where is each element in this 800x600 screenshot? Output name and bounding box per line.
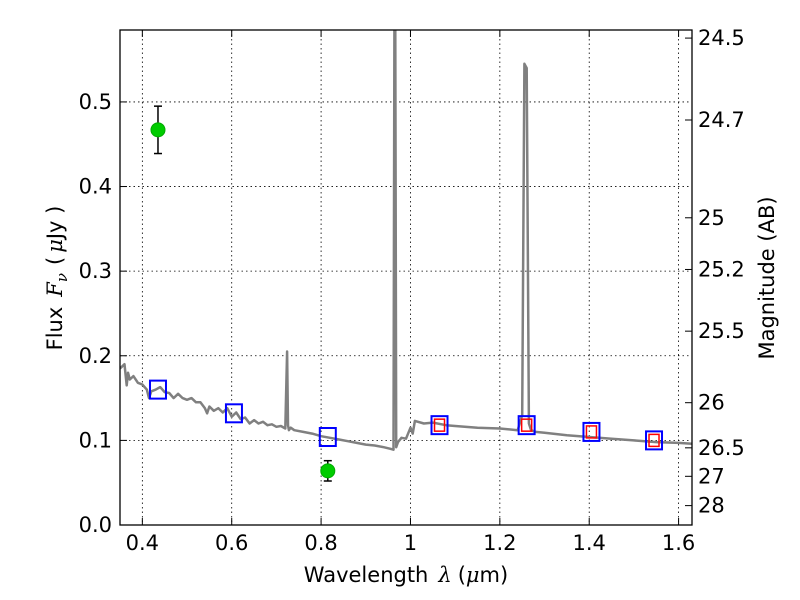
observed-ir-marker <box>520 418 533 432</box>
y-axis-label: FluxFν(μJy ) <box>43 206 71 351</box>
y2-tick-label: 26 <box>698 391 725 415</box>
y2-tick-label: 24.7 <box>698 108 745 132</box>
x-axis-label: Wavelength λ (μm) <box>304 563 508 587</box>
x-tick-label: 0.6 <box>215 531 248 555</box>
x-tick-label: 1.6 <box>662 531 695 555</box>
y2-tick-label: 25.2 <box>698 257 745 281</box>
synthetic-photometry-marker <box>148 379 167 400</box>
plot-series <box>120 30 692 482</box>
x-tick-label: 1.2 <box>483 531 516 555</box>
y2-tick-label: 25.5 <box>698 319 745 343</box>
y-tick-label: 0.1 <box>79 428 112 452</box>
y2-tick-label: 25 <box>698 206 725 230</box>
x-tick-label: 1.4 <box>573 531 606 555</box>
y-tick-label: 0.0 <box>79 513 112 537</box>
synthetic-photometry-marker <box>517 415 536 436</box>
grid-lines <box>120 30 692 525</box>
spectrum-line <box>120 30 692 451</box>
y2-tick-label: 26.5 <box>698 436 745 460</box>
observed-optical-marker <box>150 122 166 138</box>
y2-tick-label: 28 <box>698 494 725 518</box>
y2-axis-label: Magnitude (AB) <box>755 196 779 359</box>
y2-tick-label: 24.5 <box>698 26 745 50</box>
observed-ir-marker <box>648 433 660 448</box>
observed-ir-marker <box>433 418 446 432</box>
y-tick-label: 0.2 <box>79 344 112 368</box>
plot-frame <box>119 29 693 526</box>
synthetic-photometry-marker <box>582 421 601 442</box>
y-tick-label: 0.5 <box>79 90 112 114</box>
y-tick-label: 0.3 <box>79 259 112 283</box>
observed-optical-marker <box>320 463 336 479</box>
x-tick-label: 0.4 <box>126 531 159 555</box>
axis-ticks: 0.4 0.6 0.8 1 1.2 1.4 1.6 0.0 0.1 0.2 0.3 0.4 0.5 24.… <box>79 26 745 555</box>
y2-tick-label: 27 <box>698 464 725 488</box>
synthetic-photometry-marker <box>430 415 449 436</box>
x-tick-label: 0.8 <box>304 531 337 555</box>
synthetic-photometry-marker <box>645 430 664 451</box>
observed-ir-marker <box>585 425 598 439</box>
synthetic-photometry-marker <box>318 427 337 447</box>
y-tick-label: 0.4 <box>79 175 112 199</box>
x-tick-label: 1 <box>404 531 417 555</box>
synthetic-photometry-marker <box>224 403 243 424</box>
